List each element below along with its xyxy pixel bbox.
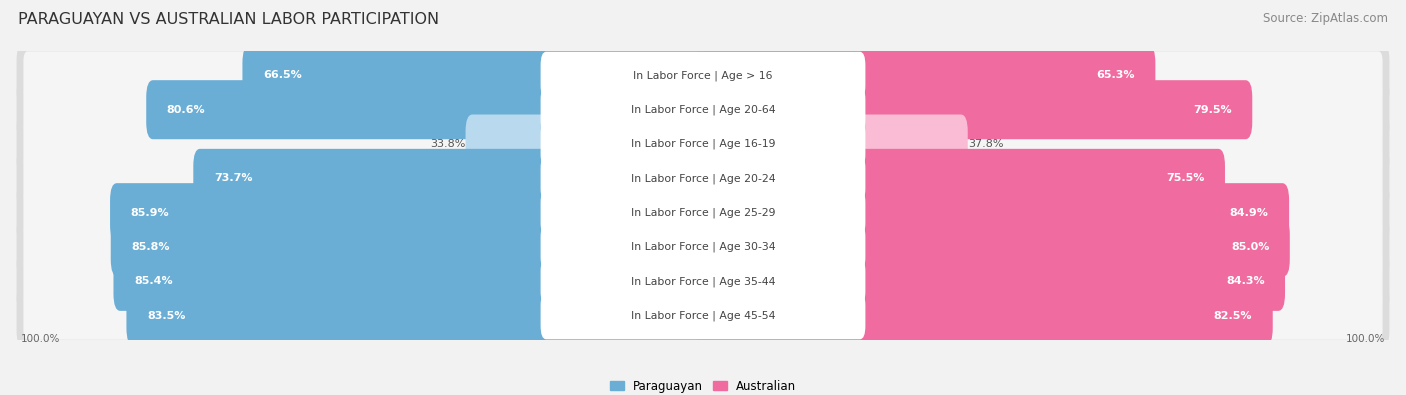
FancyBboxPatch shape: [696, 218, 1289, 276]
Text: Source: ZipAtlas.com: Source: ZipAtlas.com: [1263, 12, 1388, 25]
FancyBboxPatch shape: [540, 86, 866, 134]
Text: 80.6%: 80.6%: [167, 105, 205, 115]
Text: 84.3%: 84.3%: [1226, 276, 1264, 286]
Text: 33.8%: 33.8%: [430, 139, 465, 149]
Text: 79.5%: 79.5%: [1194, 105, 1232, 115]
Text: 100.0%: 100.0%: [21, 334, 60, 344]
FancyBboxPatch shape: [540, 292, 866, 339]
FancyBboxPatch shape: [17, 43, 1389, 108]
FancyBboxPatch shape: [696, 80, 1253, 139]
FancyBboxPatch shape: [696, 252, 1285, 311]
FancyBboxPatch shape: [110, 183, 710, 242]
Text: In Labor Force | Age 16-19: In Labor Force | Age 16-19: [631, 139, 775, 149]
Text: In Labor Force | Age 20-64: In Labor Force | Age 20-64: [631, 104, 775, 115]
Text: In Labor Force | Age 25-29: In Labor Force | Age 25-29: [631, 207, 775, 218]
Text: In Labor Force | Age 35-44: In Labor Force | Age 35-44: [631, 276, 775, 287]
FancyBboxPatch shape: [17, 215, 1389, 279]
Text: In Labor Force | Age 45-54: In Labor Force | Age 45-54: [631, 310, 775, 321]
FancyBboxPatch shape: [24, 189, 1382, 237]
FancyBboxPatch shape: [24, 120, 1382, 168]
Text: 73.7%: 73.7%: [214, 173, 252, 183]
Text: 75.5%: 75.5%: [1166, 173, 1205, 183]
Text: 85.0%: 85.0%: [1232, 242, 1270, 252]
FancyBboxPatch shape: [24, 223, 1382, 271]
FancyBboxPatch shape: [696, 286, 1272, 345]
Text: PARAGUAYAN VS AUSTRALIAN LABOR PARTICIPATION: PARAGUAYAN VS AUSTRALIAN LABOR PARTICIPA…: [18, 12, 440, 27]
FancyBboxPatch shape: [540, 120, 866, 167]
FancyBboxPatch shape: [24, 51, 1382, 100]
Text: 66.5%: 66.5%: [263, 70, 302, 80]
Text: 37.8%: 37.8%: [967, 139, 1004, 149]
Text: 65.3%: 65.3%: [1097, 70, 1135, 80]
FancyBboxPatch shape: [696, 46, 1156, 105]
FancyBboxPatch shape: [24, 154, 1382, 202]
Text: 85.4%: 85.4%: [134, 276, 173, 286]
Legend: Paraguayan, Australian: Paraguayan, Australian: [605, 375, 801, 395]
FancyBboxPatch shape: [17, 77, 1389, 142]
FancyBboxPatch shape: [24, 292, 1382, 340]
FancyBboxPatch shape: [146, 80, 710, 139]
FancyBboxPatch shape: [17, 146, 1389, 211]
FancyBboxPatch shape: [193, 149, 710, 208]
FancyBboxPatch shape: [24, 86, 1382, 134]
FancyBboxPatch shape: [540, 155, 866, 202]
Text: 100.0%: 100.0%: [1346, 334, 1385, 344]
Text: 84.9%: 84.9%: [1230, 208, 1268, 218]
FancyBboxPatch shape: [696, 115, 967, 173]
Text: In Labor Force | Age 20-24: In Labor Force | Age 20-24: [631, 173, 775, 184]
FancyBboxPatch shape: [17, 181, 1389, 245]
FancyBboxPatch shape: [242, 46, 710, 105]
FancyBboxPatch shape: [540, 258, 866, 305]
Text: 83.5%: 83.5%: [146, 311, 186, 321]
FancyBboxPatch shape: [696, 149, 1225, 208]
Text: 85.8%: 85.8%: [131, 242, 170, 252]
FancyBboxPatch shape: [17, 249, 1389, 314]
Text: In Labor Force | Age > 16: In Labor Force | Age > 16: [633, 70, 773, 81]
FancyBboxPatch shape: [540, 52, 866, 99]
FancyBboxPatch shape: [17, 112, 1389, 176]
FancyBboxPatch shape: [17, 283, 1389, 348]
Text: 85.9%: 85.9%: [131, 208, 169, 218]
Text: In Labor Force | Age 30-34: In Labor Force | Age 30-34: [631, 242, 775, 252]
FancyBboxPatch shape: [465, 115, 710, 173]
FancyBboxPatch shape: [540, 189, 866, 236]
FancyBboxPatch shape: [24, 257, 1382, 305]
Text: 82.5%: 82.5%: [1213, 311, 1253, 321]
FancyBboxPatch shape: [111, 218, 710, 276]
FancyBboxPatch shape: [114, 252, 710, 311]
FancyBboxPatch shape: [127, 286, 710, 345]
FancyBboxPatch shape: [540, 224, 866, 271]
FancyBboxPatch shape: [696, 183, 1289, 242]
